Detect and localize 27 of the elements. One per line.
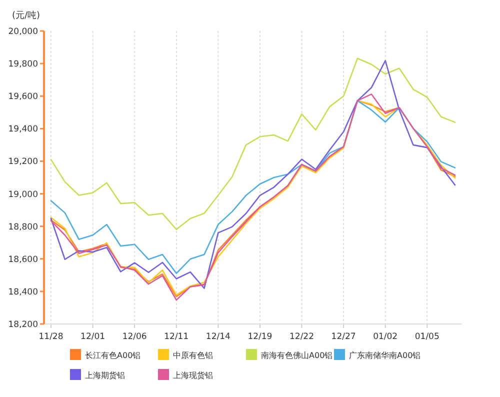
y-tick-label: 18,400 (8, 287, 38, 298)
y-tick-label: 20,000 (8, 27, 38, 37)
x-tick-label: 11/28 (38, 332, 64, 342)
x-tick-label: 12/19 (248, 332, 272, 342)
y-axis-title: (元/吨) (12, 10, 40, 21)
x-tick-label: 12/11 (164, 332, 189, 342)
y-tick-label: 19,800 (8, 60, 38, 70)
legend-label: 中原有色铝 (173, 351, 213, 360)
y-tick-label: 18,800 (8, 222, 38, 232)
legend-label: 上海期货铝 (85, 371, 125, 380)
y-tick-label: 19,200 (8, 157, 38, 168)
x-tick-label: 12/27 (331, 332, 356, 342)
x-tick-label: 01/05 (414, 332, 440, 342)
y-tick-label: 19,400 (8, 124, 38, 135)
y-tick-label: 19,600 (8, 92, 38, 102)
legend-label: 长江有色A00铝 (85, 351, 141, 360)
x-tick-label: 12/22 (290, 332, 314, 342)
y-tick-label: 19,000 (8, 190, 38, 200)
x-tick-label: 01/02 (373, 332, 398, 342)
legend-label: 南海有色佛山A00铝 (261, 351, 333, 360)
x-tick-label: 12/14 (206, 332, 230, 342)
legend-label: 广东南储华南A00铝 (349, 351, 421, 360)
x-tick-label: 12/01 (80, 332, 106, 342)
y-tick-label: 18,200 (8, 320, 38, 330)
y-tick-label: 18,600 (8, 254, 38, 265)
x-tick-label: 12/06 (122, 332, 147, 342)
legend-label: 上海现货铝 (173, 371, 213, 380)
